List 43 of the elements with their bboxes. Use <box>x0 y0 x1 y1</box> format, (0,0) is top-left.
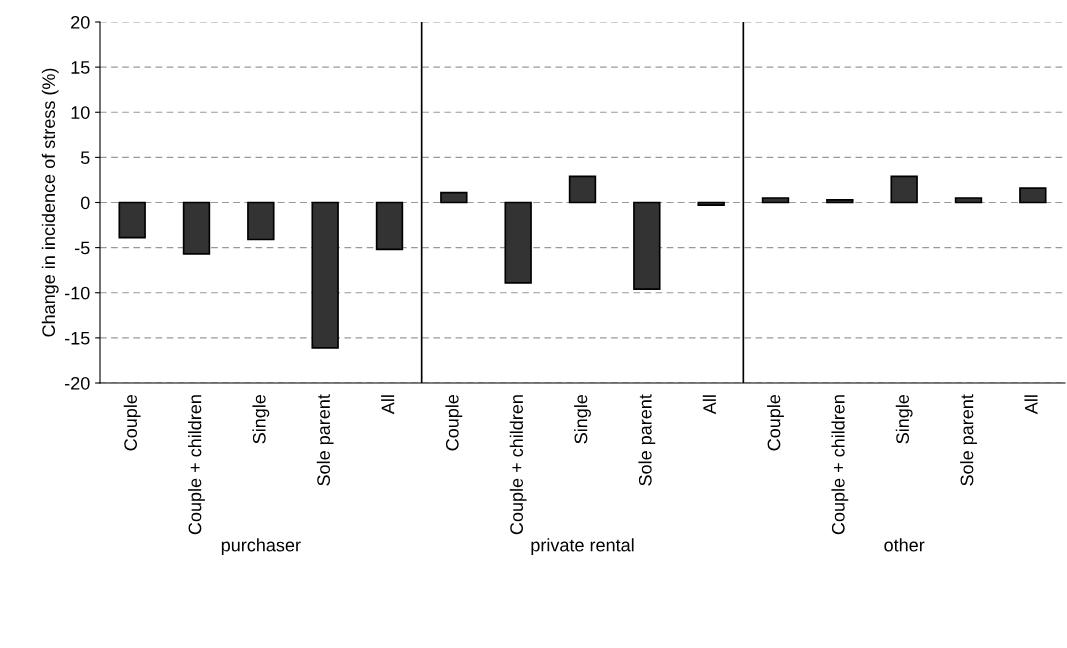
bar <box>182 201 211 255</box>
x-tick-label: Couple <box>123 394 141 451</box>
x-tick-label: All <box>1024 395 1038 415</box>
y-tick-label: 0 <box>80 196 90 210</box>
text: purchaser <box>221 538 301 556</box>
bar <box>954 197 983 204</box>
x-tick-label: Sole parent <box>638 394 656 486</box>
x-tick-label: All <box>381 395 395 415</box>
bar <box>247 201 275 241</box>
bar <box>826 198 854 204</box>
bar <box>504 201 532 284</box>
x-tick-label: Sole parent <box>960 394 977 486</box>
bar <box>375 201 404 251</box>
y-tick-label: -20 <box>64 376 90 390</box>
y-tick-label: 15 <box>71 61 90 74</box>
x-tick-label: Couple <box>767 394 784 451</box>
y-tick-label: -10 <box>64 286 90 300</box>
bar <box>761 197 790 204</box>
y-tick-label: 5 <box>80 151 90 165</box>
y-tick-label: 10 <box>71 106 90 119</box>
bar <box>890 175 918 204</box>
bar <box>633 201 661 290</box>
x-tick-label: Couple + children <box>188 395 205 535</box>
y-axis-title: Change in incidence of stress (%) <box>41 68 59 337</box>
x-tick-label: All <box>702 395 716 415</box>
x-tick-label: Couple + children <box>509 395 527 535</box>
y-tick-label: -15 <box>64 332 90 345</box>
bar <box>440 191 468 204</box>
y-tick-label: 20 <box>71 15 90 29</box>
text: other <box>884 538 925 552</box>
y-tick-label: -5 <box>75 241 90 255</box>
x-tick-label: Couple <box>445 394 463 451</box>
x-tick-label: Single <box>574 394 591 444</box>
bar <box>697 201 725 207</box>
x-tick-label: Single <box>252 394 270 444</box>
x-tick-label: Couple + children <box>831 395 849 535</box>
bar <box>568 175 597 204</box>
text: private rental <box>531 538 634 556</box>
bar <box>1019 187 1047 204</box>
bar <box>311 201 339 349</box>
x-tick-label: Single <box>895 394 913 444</box>
bar <box>118 201 146 239</box>
x-tick-label: Sole parent <box>316 394 334 486</box>
